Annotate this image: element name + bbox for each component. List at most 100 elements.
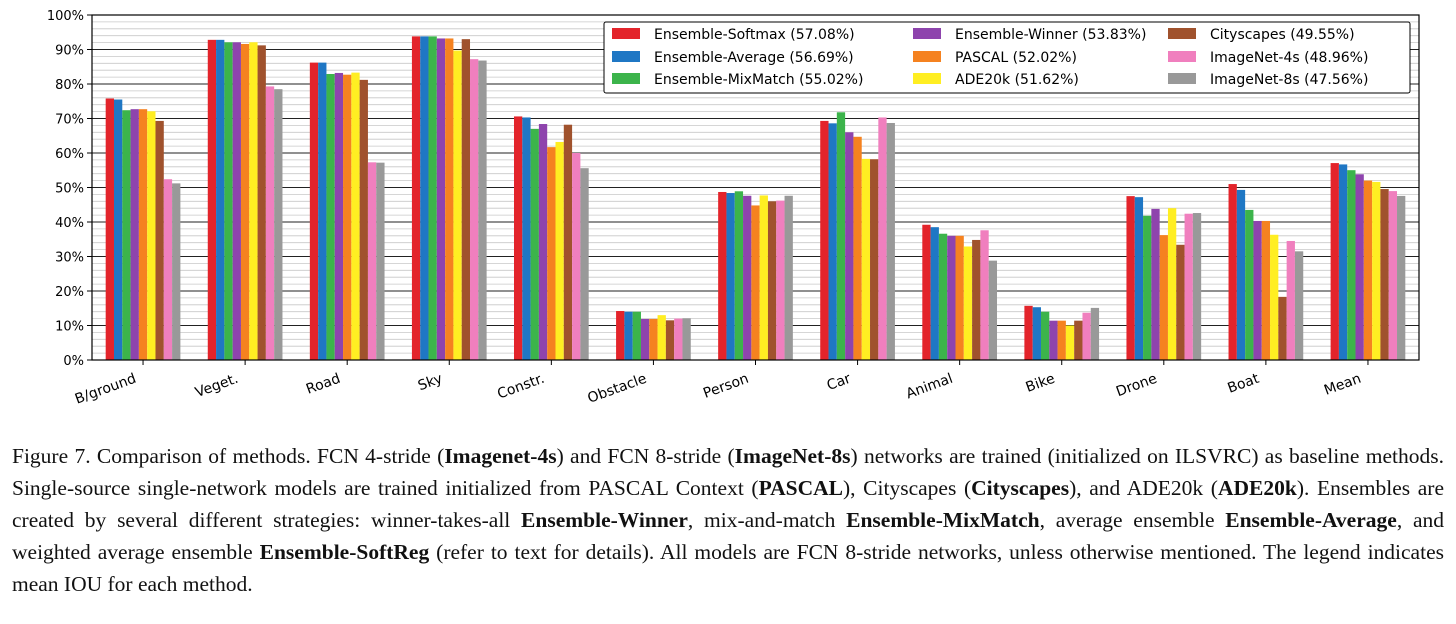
legend-swatch [913, 28, 941, 39]
bar [1074, 320, 1083, 360]
y-tick-label: 0% [63, 354, 84, 369]
legend-swatch [913, 73, 941, 84]
bar [1330, 163, 1339, 360]
legend-label: Ensemble-MixMatch (55.02%) [654, 72, 863, 88]
caption-text: (refer to text for details). All models … [12, 540, 1444, 596]
bar [538, 124, 548, 361]
bar [776, 200, 785, 360]
x-tick-label: Drone [1114, 371, 1159, 400]
caption-text: ). Ensembles are created by several diff… [12, 476, 1445, 532]
bar [1143, 215, 1152, 360]
bar [572, 153, 581, 360]
bar [240, 43, 250, 360]
caption-text: , mix-and-match [687, 508, 847, 532]
bar [224, 42, 233, 360]
caption-bold-imagenet-4s: Imagenet-4s [444, 444, 557, 468]
bar [147, 111, 156, 360]
x-tick-label: Bike [1024, 371, 1057, 396]
bar [257, 45, 266, 361]
bar [513, 116, 523, 361]
legend-label: ADE20k (51.62%) [955, 72, 1079, 88]
bar [938, 233, 948, 360]
bar [1167, 208, 1177, 360]
bar [547, 147, 556, 360]
bar [1126, 196, 1135, 360]
y-tick-label: 90% [55, 44, 84, 59]
bar [555, 141, 564, 360]
bar [334, 72, 344, 361]
bar [972, 239, 981, 360]
legend-swatch [1168, 73, 1196, 84]
y-tick-label: 100% [47, 9, 84, 24]
y-tick-label: 10% [55, 320, 84, 335]
bar [445, 38, 454, 361]
x-tick-label: Sky [416, 371, 445, 395]
bar [1082, 312, 1091, 360]
bar [367, 162, 377, 360]
plot-frame [91, 14, 1420, 361]
legend-label: PASCAL (52.02%) [955, 50, 1077, 66]
bar [122, 110, 131, 360]
bar-chart: 0% 10% 20% 30% 40% 50% 60% 70% 80% 90% 100% B/groun… [47, 9, 1420, 408]
bar [359, 79, 368, 361]
legend-label: ImageNet-4s (48.96%) [1210, 50, 1368, 66]
bar [1372, 181, 1381, 360]
x-tick-label: Road [304, 371, 342, 398]
x-tick-label: Car [825, 371, 853, 394]
bar [1090, 307, 1100, 360]
bar [207, 39, 217, 361]
bar [845, 132, 854, 360]
bar [420, 36, 429, 360]
y-tick-label: 20% [55, 285, 84, 300]
y-tick-label: 30% [55, 251, 84, 266]
bar [163, 179, 173, 360]
bar [232, 42, 241, 360]
bar [1363, 180, 1373, 360]
bar [947, 235, 956, 360]
x-tick-label: Constr. [495, 371, 546, 403]
bar [1184, 213, 1193, 360]
y-tick-label: 40% [55, 216, 84, 231]
caption-text: , and weighted average ensemble [12, 508, 1444, 564]
bar [657, 315, 666, 360]
bar [1057, 320, 1066, 360]
bar [580, 168, 589, 360]
bar [1176, 244, 1185, 360]
bar [1253, 220, 1262, 360]
bar [1049, 320, 1058, 360]
caption-text: , average ensemble [1039, 508, 1226, 532]
bar [878, 117, 887, 360]
bar [616, 311, 625, 360]
caption-text: ), Cityscapes ( [843, 476, 972, 500]
bar [836, 112, 846, 360]
bar [428, 36, 437, 360]
bar [820, 120, 829, 360]
legend-label: ImageNet-8s (47.56%) [1210, 72, 1368, 88]
bar [172, 183, 181, 360]
bar [1388, 191, 1398, 360]
legend-box [603, 21, 1411, 94]
bar [461, 39, 471, 361]
caption-bold-ade20k: ADE20k [1217, 476, 1297, 500]
bar [1151, 208, 1160, 360]
bar [665, 320, 675, 360]
bar [1278, 296, 1287, 360]
bar [1380, 189, 1389, 360]
caption-bold-pascal: PASCAL [758, 476, 844, 500]
bar [649, 318, 658, 360]
legend-swatch [1168, 28, 1196, 39]
bar [767, 201, 777, 360]
bar [726, 193, 735, 360]
bar [1245, 209, 1254, 360]
bar [1024, 305, 1033, 360]
bar [828, 123, 837, 360]
x-tick-label: Veget. [193, 371, 240, 401]
caption-bold-ensemble-mixmatch: Ensemble-MixMatch [846, 508, 1040, 532]
bar [988, 260, 998, 360]
y-tick-label: 60% [55, 147, 84, 162]
bar [470, 59, 479, 360]
bar [453, 50, 462, 360]
bar [674, 318, 683, 360]
bar [1159, 235, 1168, 360]
bar [1397, 195, 1406, 360]
